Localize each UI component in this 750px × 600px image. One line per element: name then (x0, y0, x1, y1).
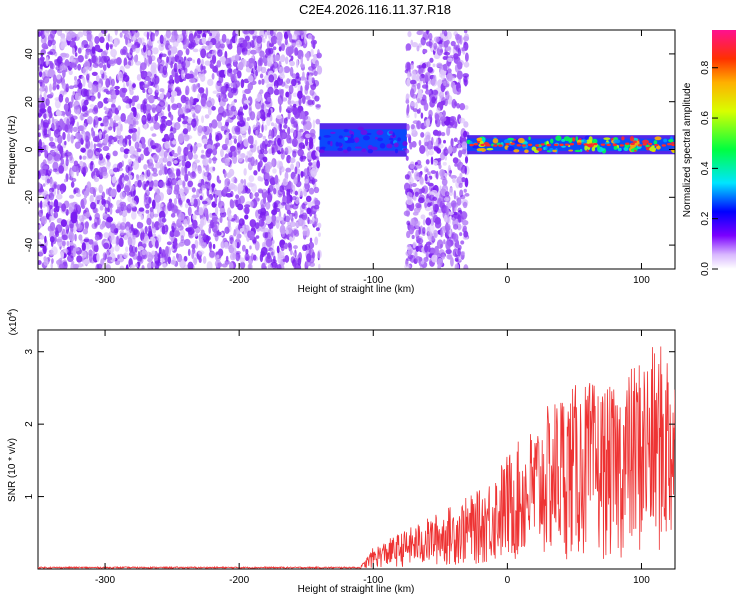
snr-y-scale-close: ) (8, 309, 19, 312)
spectrogram-region (38, 30, 323, 269)
spectrogram-y-tick-label: -20 (24, 190, 35, 205)
spectrogram-y-tick-label: 0 (24, 146, 35, 152)
snr-x-tick-label: -300 (95, 575, 115, 586)
colorbar-tick-label: 0.4 (700, 161, 711, 175)
spectrogram-x-tick-label: 0 (505, 275, 511, 286)
snr-x-tick-label: -200 (229, 575, 249, 586)
spectrogram-region (403, 30, 470, 269)
colorbar-label: Normalized spectral amplitude (682, 82, 693, 217)
snr-y-scale-exponent: 4 (7, 312, 14, 316)
colorbar-tick-label: 0.6 (700, 111, 711, 125)
snr-y-axis-label: SNR (10 * v/v) (7, 438, 18, 502)
spectrogram-x-tick-label: -100 (363, 275, 383, 286)
snr-y-tick-label: 3 (24, 349, 35, 355)
snr-y-scale-label: (x104) (7, 309, 19, 336)
colorbar-tick-label: 0.8 (700, 60, 711, 74)
snr-x-tick-label: 0 (505, 575, 511, 586)
chart-title: C2E4.2026.116.11.37.R18 (298, 2, 452, 17)
spectrogram-data (38, 30, 675, 269)
colorbar-tick-label: 0.0 (700, 262, 711, 276)
colorbar-tick-label: 0.2 (700, 211, 711, 225)
spectrogram-region (318, 123, 408, 157)
snr-series-line (38, 346, 675, 569)
spectrogram-region (466, 135, 675, 155)
colorbar (712, 30, 736, 269)
svg-text:(x104): (x104) (7, 309, 19, 336)
spectrogram-x-axis-label: Height of straight line (km) (298, 284, 415, 295)
spectrogram-y-tick-label: -40 (24, 237, 35, 252)
spectrogram-x-tick-label: -300 (95, 275, 115, 286)
spectrogram-y-tick-label: 40 (24, 48, 35, 60)
snr-x-tick-label: -100 (363, 575, 383, 586)
snr-chart: -300 -200 -100 0 100 1 2 3 Height of straight l… (7, 309, 676, 595)
spectrogram-y-axis-label: Frequency (Hz) (7, 116, 18, 185)
snr-x-axis-label: Height of straight line (km) (298, 584, 415, 595)
snr-x-tick-label: 100 (633, 575, 650, 586)
spectrogram-x-tick-label: 100 (633, 275, 650, 286)
snr-y-tick-label: 2 (24, 421, 35, 427)
spectrogram-x-tick-label: -200 (229, 275, 249, 286)
spectrogram-y-tick-label: 20 (24, 96, 35, 108)
snr-y-tick-label: 1 (24, 493, 35, 499)
snr-y-scale-prefix: (x10 (8, 315, 19, 335)
